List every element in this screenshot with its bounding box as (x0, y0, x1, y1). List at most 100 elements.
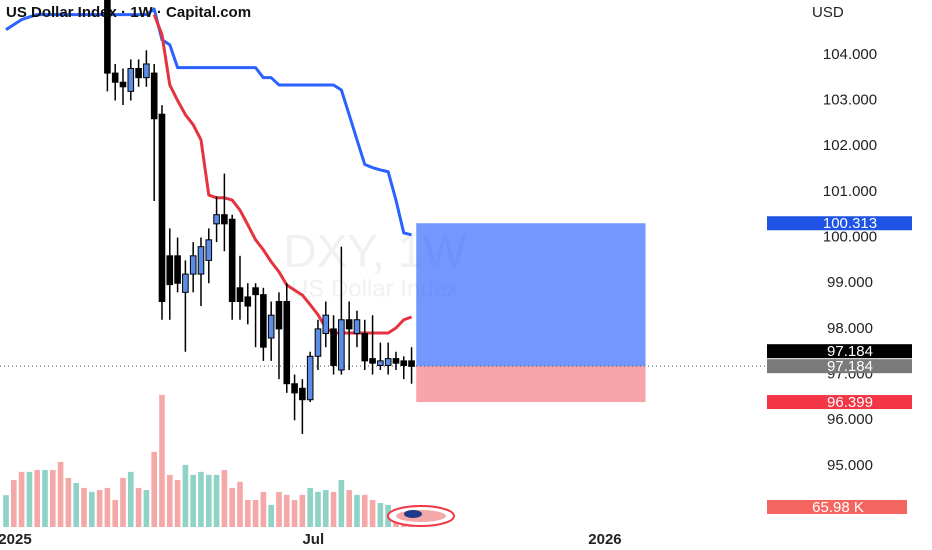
volume-bar (229, 487, 235, 527)
volume-bar (18, 471, 25, 527)
x-tick-label: 2026 (588, 531, 621, 548)
volume-bar (252, 500, 259, 527)
volume-label: 65.98 K (812, 499, 864, 516)
candle-body (205, 239, 213, 261)
candle-body (166, 255, 174, 286)
position-loss (416, 366, 646, 403)
volume-bar (88, 491, 95, 527)
volume-bar (65, 477, 72, 527)
candle-body (119, 81, 127, 88)
candle-body (275, 300, 283, 330)
volume-bar (291, 500, 298, 527)
candle-body (174, 255, 181, 284)
indicator-line (152, 14, 413, 335)
price-label-box (767, 216, 912, 231)
volume-bar (276, 491, 282, 527)
candle-body (244, 296, 252, 307)
volume-label-box (767, 500, 907, 515)
volume-bar (283, 494, 290, 527)
y-tick-label: 95.000 (827, 457, 873, 474)
y-tick-label: 102.000 (823, 137, 877, 154)
candle-body (377, 360, 384, 366)
price-label: 100.313 (823, 215, 877, 232)
candle-body (283, 300, 291, 385)
price-label-box (767, 359, 912, 374)
candle-body (408, 360, 415, 367)
candle-body (322, 314, 330, 334)
price-label-box (767, 395, 912, 410)
candle-body (384, 358, 392, 366)
candle-body (345, 319, 353, 330)
candle-body (400, 360, 408, 366)
volume-bar (174, 480, 181, 527)
volume-bar (135, 487, 142, 527)
candle-body (338, 319, 345, 371)
volume-bar (330, 491, 337, 527)
candle-body (291, 383, 298, 394)
candle-body (299, 387, 306, 401)
main-layer: 95.00096.00097.00098.00099.000100.000101… (0, 0, 912, 548)
price-label: 96.399 (827, 394, 873, 411)
volume-bar (104, 487, 111, 527)
candle-body (158, 113, 166, 302)
price-label-box (767, 344, 912, 359)
currency-label: USD (812, 4, 844, 21)
volume-bar (159, 394, 165, 527)
price-label: 97.184 (827, 343, 873, 360)
candle-body (330, 328, 337, 366)
volume-bar (10, 480, 17, 527)
volume-bar (338, 480, 345, 527)
volume-bar (73, 483, 80, 527)
volume-bar (346, 490, 352, 527)
volume-bar (120, 477, 126, 527)
volume-bar (369, 500, 376, 527)
volume-bar (268, 504, 274, 527)
volume-bar (198, 471, 204, 527)
volume-bar (190, 474, 196, 527)
candle-body (111, 72, 119, 83)
candle-body (143, 63, 150, 79)
candle-body (127, 68, 135, 92)
volume-bar (244, 500, 251, 527)
candle-body (252, 287, 259, 296)
candle-body (150, 72, 158, 120)
candle-body (306, 355, 314, 401)
volume-bar (307, 487, 313, 527)
price-label: 97.184 (827, 358, 873, 375)
candle-body (314, 328, 322, 357)
candle-body (182, 273, 189, 293)
volume-bar (49, 470, 56, 527)
volume-bar (377, 503, 384, 527)
volume-bar (151, 451, 157, 527)
x-tick-label: 2025 (0, 531, 32, 548)
candle-body (353, 319, 361, 334)
candle-body (228, 218, 236, 302)
candle-body (135, 68, 142, 79)
volume-bar (182, 464, 189, 527)
volume-bar (213, 474, 220, 527)
volume-bar (26, 471, 33, 527)
y-tick-label: 99.000 (827, 274, 873, 291)
indicator-line (5, 7, 412, 237)
volume-bar (81, 487, 87, 527)
volume-bar (299, 494, 306, 527)
position-profit (416, 223, 646, 367)
y-tick-label: 96.000 (827, 411, 873, 428)
volume-bar (57, 461, 64, 527)
candle-body (104, 0, 111, 74)
x-tick-label: Jul (302, 531, 324, 548)
volume-bar (237, 481, 243, 527)
flag-icon (387, 505, 455, 527)
y-tick-label: 103.000 (823, 91, 877, 108)
volume-bar (354, 494, 360, 527)
volume-bar (205, 474, 212, 527)
candle-body (189, 255, 197, 275)
candle-body (392, 358, 400, 364)
candle-body (260, 294, 267, 348)
y-tick-label: 100.000 (823, 229, 877, 246)
volume-bar (42, 470, 48, 527)
candle-body (267, 314, 275, 339)
y-tick-label: 104.000 (823, 46, 877, 63)
volume-bar (112, 500, 119, 527)
